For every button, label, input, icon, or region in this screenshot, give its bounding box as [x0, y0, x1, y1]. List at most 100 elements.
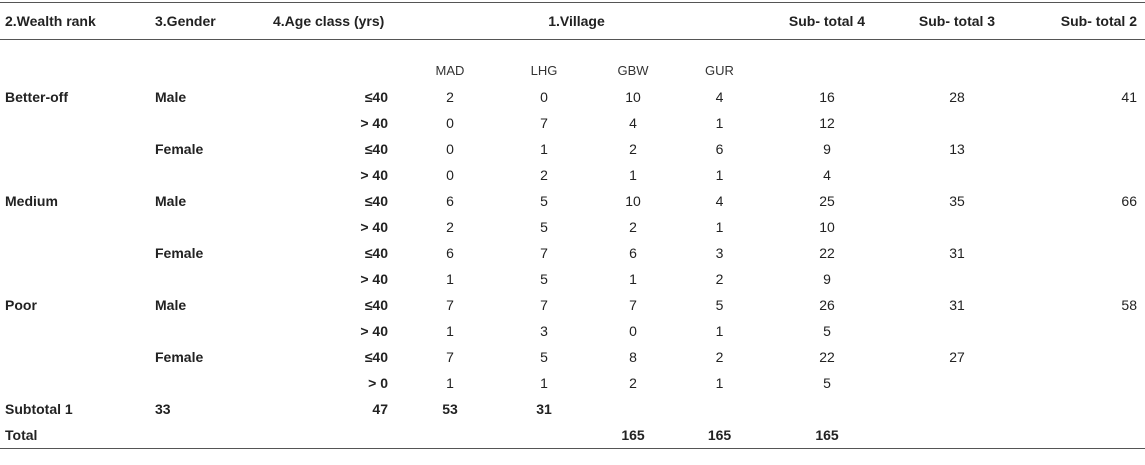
- gender-cell: [150, 318, 268, 344]
- sub-total-4-cell: 5: [823, 323, 831, 339]
- gender-cell: [150, 370, 268, 396]
- village-count-cell: 1: [540, 375, 548, 391]
- gender-cell: [150, 162, 268, 188]
- header-gender: 3.Gender: [150, 2, 268, 40]
- sub-total-4-cell: 26: [819, 297, 835, 313]
- table-row: Medium Male ≤40 6 5 10 4 25 35 66: [0, 188, 1145, 214]
- village-count-cell: 6: [446, 245, 454, 261]
- village-count-cell: 7: [446, 349, 454, 365]
- village-count-cell: 1: [446, 271, 454, 287]
- village-count-cell: 2: [540, 167, 548, 183]
- village-count-cell: 4: [629, 115, 637, 131]
- age-class-cell: > 40: [360, 271, 388, 287]
- gender-cell: Male: [155, 297, 187, 313]
- sub-total-4-cell: 9: [823, 271, 831, 287]
- gender-cell: Male: [155, 89, 187, 105]
- village-count-cell: 2: [446, 89, 454, 105]
- wealth-rank-cell: [0, 344, 150, 370]
- total-sub-total-4: 165: [757, 422, 897, 449]
- village-count-cell: 1: [629, 271, 637, 287]
- village-count-cell: 1: [540, 141, 548, 157]
- empty-cell: [584, 396, 682, 422]
- sub-total-2-cell: [1017, 344, 1145, 370]
- village-count-cell: 7: [540, 245, 548, 261]
- subtotal-1-mad: 53: [442, 401, 458, 417]
- wealth-rank-cell: [0, 370, 150, 396]
- village-count-cell: 2: [629, 141, 637, 157]
- village-count-cell: 0: [540, 89, 548, 105]
- wealth-rank-cell: [0, 110, 150, 136]
- age-class-cell: ≤40: [364, 193, 388, 209]
- sub-total-4-cell: 22: [819, 349, 835, 365]
- age-class-cell: > 0: [368, 375, 388, 391]
- age-class-cell: > 40: [360, 115, 388, 131]
- village-count-cell: 3: [540, 323, 548, 339]
- table-row: > 40 0 7 4 1 12: [0, 110, 1145, 136]
- village-count-cell: 3: [715, 245, 724, 261]
- age-class-cell: ≤40: [364, 245, 388, 261]
- sub-total-4-cell: 22: [819, 245, 835, 261]
- village-count-cell: 6: [629, 245, 637, 261]
- village-count-cell: 5: [715, 297, 724, 313]
- table-row: > 40 1 3 0 1 5: [0, 318, 1145, 344]
- empty-cell: [897, 396, 1017, 422]
- subtotal-1-gender: 33: [155, 401, 171, 417]
- total-gur: 165: [682, 422, 757, 449]
- village-count-cell: 7: [446, 297, 454, 313]
- village-count-cell: 5: [540, 193, 548, 209]
- empty-cell: [504, 422, 584, 449]
- village-count-cell: 1: [629, 167, 637, 183]
- table-row: > 40 0 2 1 1 4: [0, 162, 1145, 188]
- sub-total-2-cell: [1017, 214, 1145, 240]
- table-row: Better-off Male ≤40 2 0 10 4 16 28 41: [0, 84, 1145, 110]
- sub-total-4-cell: 9: [823, 141, 831, 157]
- sub-total-3-cell: 13: [949, 141, 965, 157]
- gender-cell: [150, 110, 268, 136]
- sub-total-4-cell: 16: [819, 89, 835, 105]
- village-count-cell: 5: [540, 271, 548, 287]
- village-name: MAD: [435, 63, 465, 78]
- village-count-cell: 7: [540, 115, 548, 131]
- sub-total-2-cell: [1017, 370, 1145, 396]
- village-count-cell: 8: [629, 349, 637, 365]
- gender-cell: Female: [155, 349, 204, 365]
- wealth-rank-cell: Poor: [5, 297, 37, 313]
- wealth-rank-cell: Better-off: [5, 89, 68, 105]
- subtotal-1-label: Subtotal 1: [5, 401, 73, 417]
- empty-cell: [757, 396, 897, 422]
- sub-total-2-cell: [1017, 110, 1145, 136]
- sub-total-3-cell: 28: [949, 89, 965, 105]
- sub-total-4-cell: 10: [819, 219, 835, 235]
- header-sub-total-3: Sub- total 3: [897, 2, 1017, 40]
- header-wealth-rank: 2.Wealth rank: [0, 2, 150, 40]
- sub-total-2-cell: 41: [1121, 89, 1137, 105]
- village-name: GBW: [617, 63, 649, 78]
- village-count-cell: 1: [715, 323, 724, 339]
- wealth-rank-cell: [0, 162, 150, 188]
- village-count-cell: 7: [629, 297, 637, 313]
- gender-cell: Female: [155, 245, 204, 261]
- empty-cell: [396, 422, 504, 449]
- age-class-cell: > 40: [360, 219, 388, 235]
- empty-cell: [1017, 422, 1145, 449]
- subtotal-1-age: 47: [372, 401, 388, 417]
- sub-total-2-cell: [1017, 162, 1145, 188]
- age-class-cell: > 40: [360, 323, 388, 339]
- gender-cell: Female: [155, 141, 204, 157]
- wealth-rank-cell: [0, 240, 150, 266]
- table-row: Poor Male ≤40 7 7 7 5 26 31 58: [0, 292, 1145, 318]
- table-row: Female ≤40 0 1 2 6 9 13: [0, 136, 1145, 162]
- table-row: > 40 2 5 2 1 10: [0, 214, 1145, 240]
- village-count-cell: 10: [625, 193, 641, 209]
- table-row: > 0 1 1 2 1 5: [0, 370, 1145, 396]
- gender-cell: [150, 214, 268, 240]
- header-age-class: 4.Age class (yrs): [268, 2, 396, 40]
- total-gbw: 165: [584, 422, 682, 449]
- empty-cell: [897, 422, 1017, 449]
- empty-cell: [150, 422, 268, 449]
- total-label: Total: [0, 422, 150, 449]
- empty-cell: [268, 422, 396, 449]
- age-class-cell: ≤40: [364, 141, 388, 157]
- village-count-cell: 1: [715, 219, 724, 235]
- sub-total-4-cell: 5: [823, 375, 831, 391]
